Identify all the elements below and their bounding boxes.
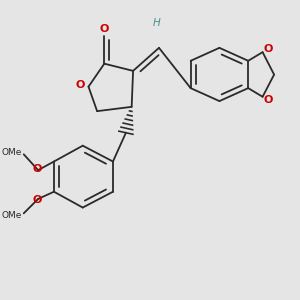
- Text: H: H: [152, 18, 160, 28]
- Text: O: O: [264, 44, 273, 54]
- Text: O: O: [75, 80, 85, 90]
- Text: O: O: [32, 164, 41, 174]
- Text: OMe: OMe: [1, 211, 21, 220]
- Text: O: O: [32, 195, 41, 206]
- Text: OMe: OMe: [1, 148, 21, 157]
- Text: O: O: [264, 95, 273, 105]
- Text: O: O: [100, 24, 109, 34]
